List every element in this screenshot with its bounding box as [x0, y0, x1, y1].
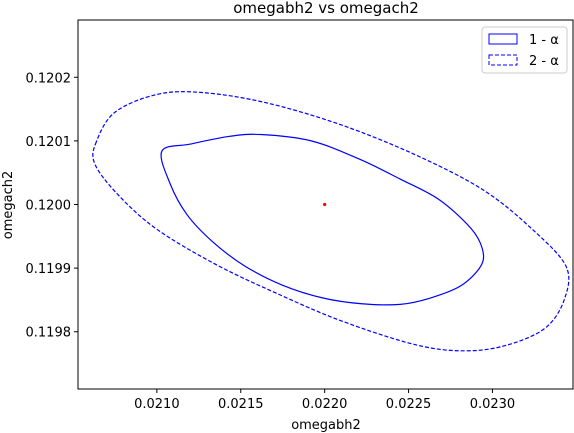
legend-label-series-1: 1 - α: [529, 33, 559, 48]
x-axis-label: omegabh2: [291, 418, 361, 433]
x-tick-label: 0.0210: [134, 397, 180, 412]
legend-swatch-series-1: [488, 33, 518, 45]
axes-frame: [77, 19, 574, 390]
contour-series-1: [160, 133, 485, 306]
x-tick-label: 0.0225: [386, 397, 432, 412]
contour-series-2: [92, 91, 570, 352]
y-tick-label: 0.1199: [26, 262, 72, 277]
y-tick-label: 0.1202: [26, 71, 72, 86]
legend-swatch-series-2: [488, 54, 518, 66]
x-axis-ticks: 0.0210 0.0215 0.0220 0.0225 0.0230: [134, 389, 515, 412]
center-point: [323, 202, 327, 207]
y-tick-label: 0.1201: [26, 135, 72, 150]
legend-label-series-2: 2 - α: [529, 54, 559, 69]
y-tick-label: 0.1198: [26, 326, 72, 341]
x-tick-label: 0.0215: [218, 397, 264, 412]
y-tick-label: 0.1200: [26, 199, 72, 214]
plot-area: [92, 91, 570, 352]
x-tick-label: 0.0220: [302, 397, 348, 412]
legend-box: [481, 26, 568, 74]
legend: 1 - α 2 - α: [481, 26, 568, 74]
chart-title: omegabh2 vs omegach2: [233, 0, 419, 17]
x-tick-label: 0.0230: [470, 397, 516, 412]
y-axis-label: omegach2: [1, 171, 16, 240]
y-axis-ticks: 0.1198 0.1199 0.1200 0.1201 0.1202: [26, 71, 78, 341]
